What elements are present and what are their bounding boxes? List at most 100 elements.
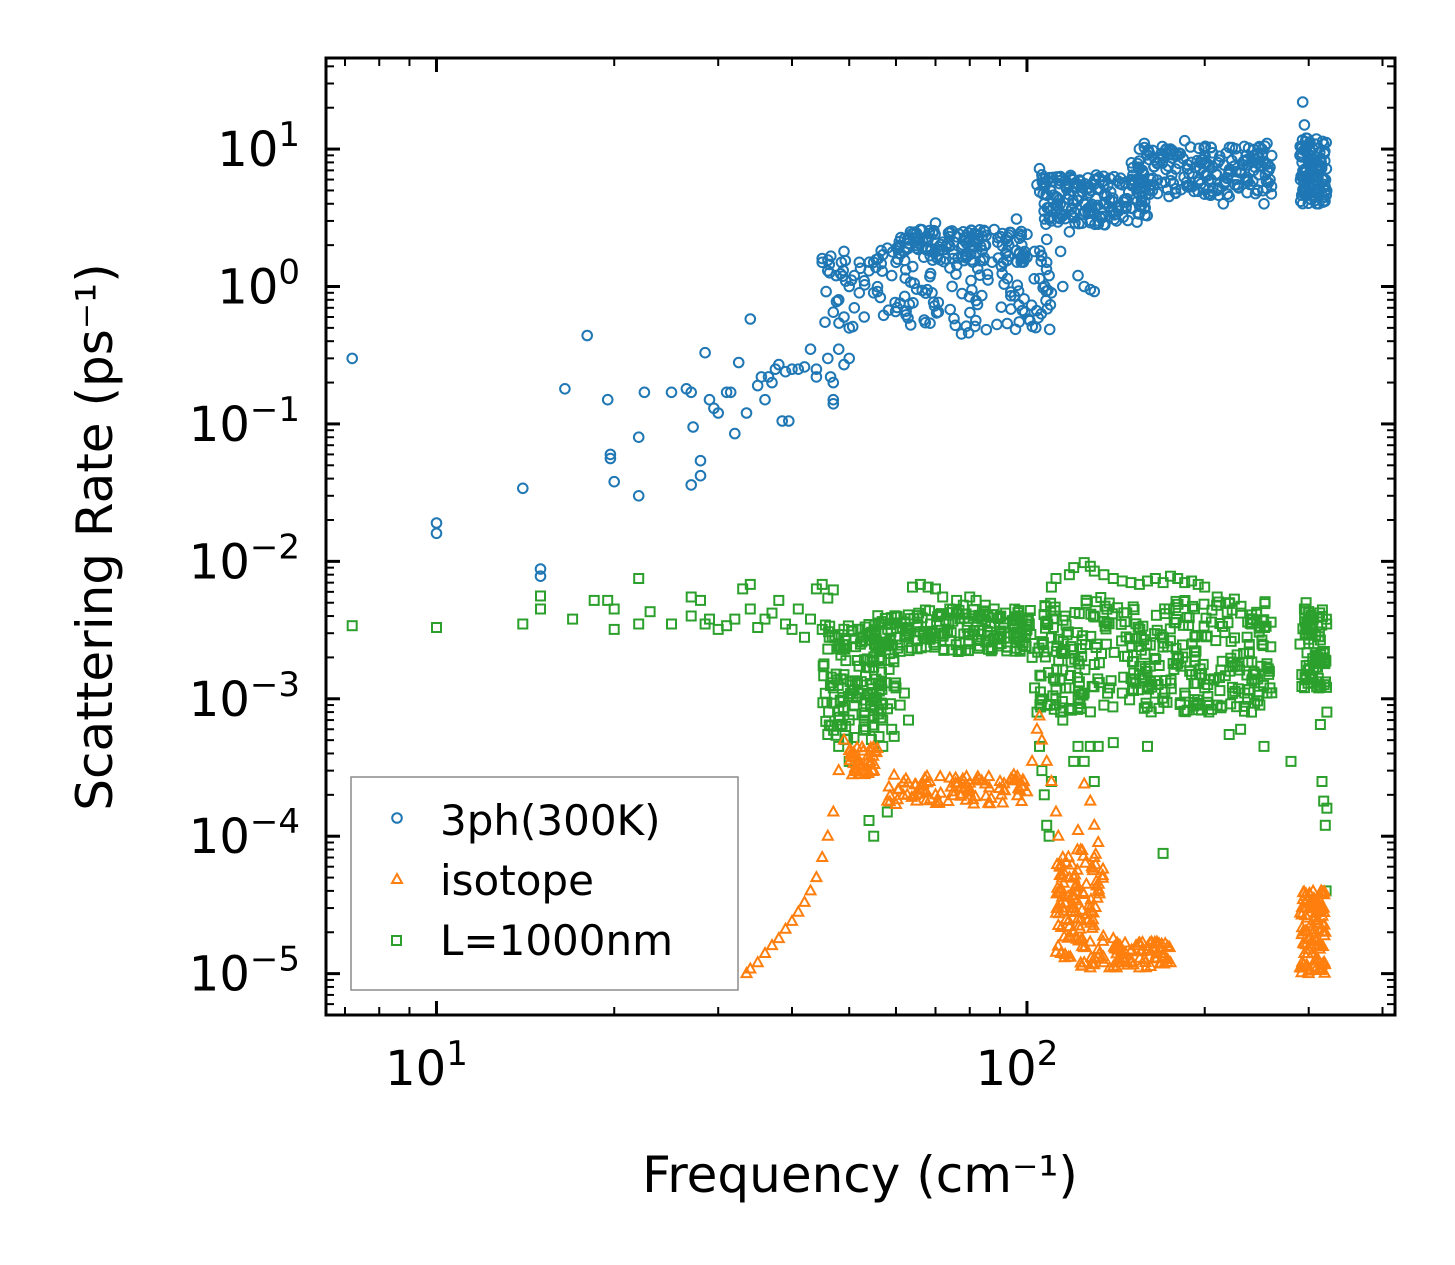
data-point-l-1000nm xyxy=(1050,684,1062,696)
data-point-l-1000nm xyxy=(1041,819,1053,831)
data-point-l-1000nm xyxy=(818,658,830,670)
data-point-l-1000nm xyxy=(860,698,872,710)
data-point-isotope xyxy=(1312,891,1326,904)
data-point-3ph-300k- xyxy=(988,223,1001,236)
data-point-3ph-300k- xyxy=(1146,144,1159,157)
data-point-l-1000nm xyxy=(980,636,992,648)
data-point-3ph-300k- xyxy=(900,305,912,318)
data-point-isotope xyxy=(1295,907,1309,920)
data-point-3ph-300k- xyxy=(910,242,923,254)
data-point-l-1000nm xyxy=(1062,626,1074,638)
data-point-3ph-300k- xyxy=(827,398,840,410)
data-point-3ph-300k- xyxy=(848,302,861,314)
data-point-3ph-300k- xyxy=(534,570,547,583)
data-point-3ph-300k- xyxy=(703,393,716,406)
data-point-l-1000nm xyxy=(846,625,858,637)
data-point-isotope xyxy=(1124,955,1138,968)
data-point-l-1000nm xyxy=(1047,672,1059,684)
data-point-3ph-300k- xyxy=(1088,285,1101,298)
data-point-l-1000nm xyxy=(1039,651,1051,663)
data-point-3ph-300k- xyxy=(1193,173,1206,186)
data-point-3ph-300k- xyxy=(843,322,856,334)
data-point-l-1000nm xyxy=(1165,683,1177,695)
data-point-3ph-300k- xyxy=(966,242,979,255)
data-point-isotope xyxy=(1030,721,1044,734)
data-point-3ph-300k- xyxy=(1295,189,1308,201)
data-point-isotope xyxy=(905,789,919,802)
data-point-l-1000nm xyxy=(1026,651,1038,663)
data-point-3ph-300k- xyxy=(783,415,795,427)
data-point-3ph-300k- xyxy=(902,233,915,246)
data-point-l-1000nm xyxy=(1039,600,1051,612)
data-point-3ph-300k- xyxy=(1125,173,1137,186)
data-point-3ph-300k- xyxy=(632,490,645,502)
data-point-l-1000nm xyxy=(879,677,891,689)
data-point-l-1000nm xyxy=(1119,650,1130,662)
data-point-l-1000nm xyxy=(805,613,816,625)
data-point-3ph-300k- xyxy=(964,248,977,260)
data-point-l-1000nm xyxy=(1035,670,1047,682)
data-point-isotope xyxy=(1077,886,1091,899)
data-point-3ph-300k- xyxy=(898,245,911,258)
data-point-l-1000nm xyxy=(1186,669,1198,681)
data-point-l-1000nm xyxy=(1285,755,1297,767)
data-point-3ph-300k- xyxy=(824,371,837,383)
legend-box xyxy=(350,776,739,991)
data-point-l-1000nm xyxy=(833,714,845,726)
data-point-isotope xyxy=(1083,960,1097,973)
data-point-3ph-300k- xyxy=(1030,304,1043,317)
data-point-isotope xyxy=(1096,870,1110,883)
data-point-isotope xyxy=(1102,960,1117,973)
data-point-isotope xyxy=(1053,884,1068,897)
data-point-3ph-300k- xyxy=(1125,202,1137,214)
data-point-l-1000nm xyxy=(588,594,600,606)
data-point-isotope xyxy=(791,904,805,917)
data-point-3ph-300k- xyxy=(1185,156,1198,169)
data-point-l-1000nm xyxy=(898,687,910,699)
plot-frame xyxy=(324,56,1397,1017)
data-point-isotope xyxy=(863,757,877,770)
data-point-isotope xyxy=(1163,955,1178,968)
data-point-l-1000nm xyxy=(885,612,897,624)
data-point-isotope xyxy=(972,771,986,784)
data-point-l-1000nm xyxy=(608,603,620,615)
data-point-3ph-300k- xyxy=(969,320,981,333)
data-point-isotope xyxy=(959,769,974,782)
data-point-isotope xyxy=(1115,950,1129,963)
data-point-l-1000nm xyxy=(1299,671,1311,683)
data-point-3ph-300k- xyxy=(759,393,771,406)
data-point-3ph-300k- xyxy=(1141,209,1153,222)
data-point-3ph-300k- xyxy=(976,289,988,302)
data-point-l-1000nm xyxy=(1199,682,1211,694)
data-point-3ph-300k- xyxy=(966,253,978,266)
data-point-3ph-300k- xyxy=(1079,198,1092,211)
data-point-l-1000nm xyxy=(1186,575,1198,587)
data-point-l-1000nm xyxy=(1040,622,1051,634)
data-point-isotope xyxy=(1087,817,1101,830)
data-point-l-1000nm xyxy=(1098,699,1110,711)
data-point-isotope xyxy=(922,773,937,786)
data-point-isotope xyxy=(1067,924,1081,937)
data-point-3ph-300k- xyxy=(1038,198,1051,210)
data-point-3ph-300k- xyxy=(1230,165,1242,178)
data-point-l-1000nm xyxy=(1116,687,1128,699)
data-point-l-1000nm xyxy=(816,623,828,635)
data-point-l-1000nm xyxy=(1108,646,1120,658)
data-point-l-1000nm xyxy=(1149,687,1161,699)
data-point-isotope xyxy=(751,955,765,968)
data-point-3ph-300k- xyxy=(810,371,823,383)
data-point-l-1000nm xyxy=(895,617,907,629)
data-point-l-1000nm xyxy=(1296,669,1308,681)
data-point-3ph-300k- xyxy=(946,280,958,293)
y-axis-label: Scattering Rate (ps⁻¹) xyxy=(66,263,124,810)
data-point-l-1000nm xyxy=(1227,687,1239,699)
data-point-isotope xyxy=(845,767,859,780)
data-point-l-1000nm xyxy=(1198,598,1210,610)
data-point-l-1000nm xyxy=(535,603,546,615)
data-point-3ph-300k- xyxy=(876,265,889,277)
data-point-l-1000nm xyxy=(931,615,943,627)
data-point-l-1000nm xyxy=(1021,623,1033,635)
data-point-l-1000nm xyxy=(1075,702,1087,714)
data-point-l-1000nm xyxy=(1253,686,1265,698)
data-point-3ph-300k- xyxy=(1299,182,1311,194)
